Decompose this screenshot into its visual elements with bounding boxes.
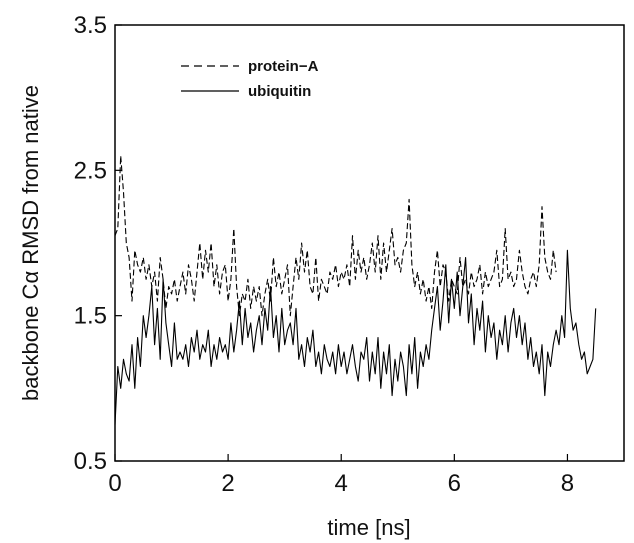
- ticks: 0 2 4 6 8 0.5 1.5 2.5 3.5: [74, 12, 574, 497]
- x-tick-label-1: 2: [221, 470, 234, 497]
- y-tick-label-2: 2.5: [74, 157, 107, 184]
- y-tick-label-1: 1.5: [74, 303, 107, 330]
- series-line-ubiquitin: [114, 249, 597, 425]
- x-tick-label-3: 6: [448, 470, 461, 497]
- y-axis-label: backbone Cα RMSD from native: [18, 85, 43, 401]
- series-layer: [114, 155, 597, 425]
- y-tick-label-3: 3.5: [74, 12, 107, 39]
- plot-frame: [114, 24, 625, 462]
- x-tick-label-2: 4: [335, 470, 348, 497]
- x-tick-label-4: 8: [561, 470, 574, 497]
- legend-label-protein-a: protein−A: [248, 58, 319, 75]
- legend-label-ubiquitin: ubiquitin: [248, 83, 311, 100]
- x-tick-label-0: 0: [108, 470, 121, 497]
- x-axis-label: time [ns]: [327, 515, 410, 540]
- legend: protein−A ubiquitin: [181, 58, 319, 100]
- series-line-protein-a: [114, 155, 557, 317]
- y-tick-label-0: 0.5: [74, 448, 107, 475]
